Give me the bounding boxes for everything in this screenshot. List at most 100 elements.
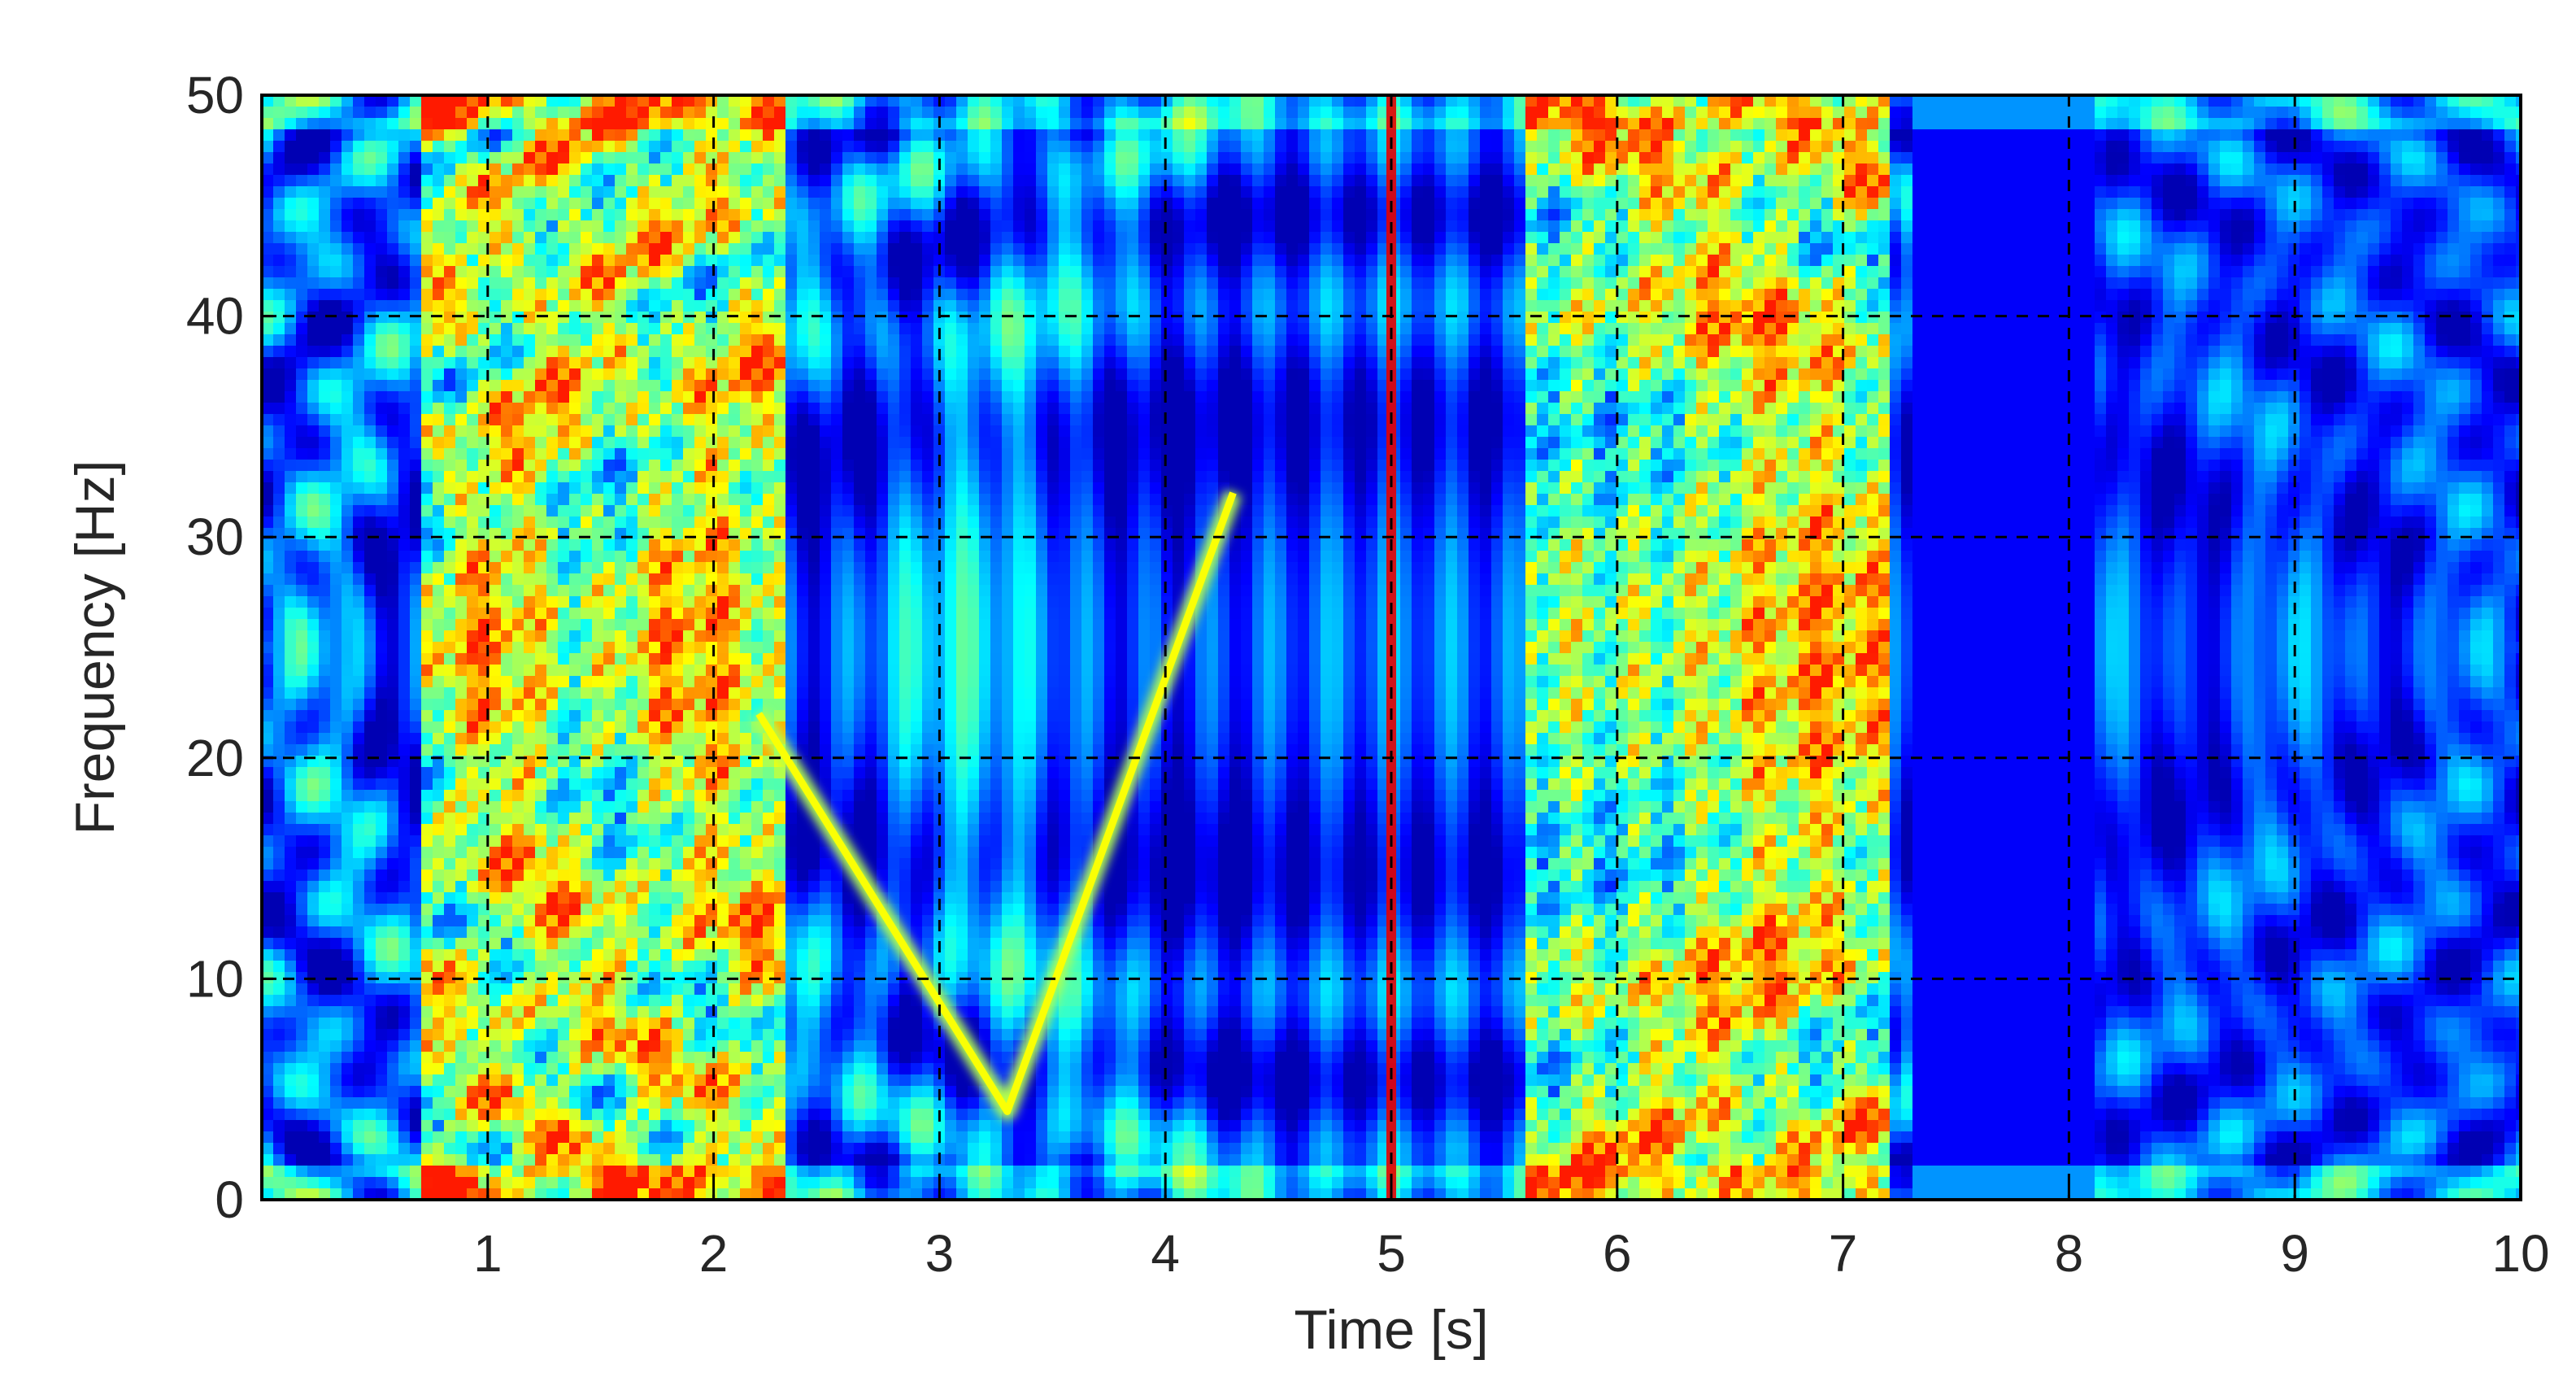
heatmap-cell: [1207, 198, 1219, 210]
heatmap-cell: [774, 209, 786, 221]
heatmap-cell: [660, 118, 672, 130]
heatmap-cell: [2459, 152, 2471, 164]
heatmap-cell: [2379, 152, 2391, 164]
heatmap-cell: [1673, 186, 1686, 198]
heatmap-cell: [706, 209, 718, 221]
heatmap-cell: [455, 152, 468, 164]
heatmap-cell: [2470, 186, 2482, 198]
heatmap-cell: [1685, 175, 1697, 187]
heatmap-cell: [945, 152, 957, 164]
heatmap-cell: [1377, 243, 1390, 255]
heatmap-cell: [1457, 266, 1469, 278]
heatmap-cell: [1229, 118, 1242, 130]
heatmap-cell: [1241, 118, 1253, 130]
heatmap-cell: [444, 255, 456, 267]
heatmap-cell: [2083, 312, 2095, 324]
heatmap-cell: [1286, 312, 1299, 324]
heatmap-cell: [1047, 323, 1060, 335]
heatmap-cell: [2197, 95, 2209, 107]
heatmap-cell: [1753, 107, 1765, 119]
heatmap-cell: [1924, 300, 1936, 312]
heatmap-cell: [1651, 300, 1663, 312]
heatmap-cell: [1992, 107, 2004, 119]
heatmap-cell: [1025, 175, 1037, 187]
heatmap-cell: [1582, 152, 1595, 164]
heatmap-cell: [1446, 334, 1458, 346]
heatmap-cell: [1730, 243, 1743, 255]
heatmap-cell: [1742, 323, 1754, 335]
heatmap-cell: [1138, 198, 1151, 210]
heatmap-cell: [444, 232, 456, 244]
heatmap-cell: [1469, 141, 1481, 153]
heatmap-cell: [410, 255, 422, 267]
heatmap-cell: [353, 266, 365, 278]
heatmap-cell: [877, 198, 889, 210]
heatmap-cell: [2106, 107, 2118, 119]
heatmap-cell: [842, 175, 855, 187]
heatmap-cell: [888, 209, 900, 221]
heatmap-cell: [2072, 334, 2084, 346]
heatmap-cell: [581, 220, 593, 233]
heatmap-cell: [729, 95, 741, 107]
heatmap-cell: [262, 186, 274, 198]
heatmap-cell: [1081, 300, 1094, 312]
heatmap-cell: [1366, 243, 1378, 255]
heatmap-cell: [1298, 266, 1310, 278]
heatmap-cell: [262, 141, 274, 153]
heatmap-cell: [467, 152, 479, 164]
heatmap-cell: [842, 198, 855, 210]
heatmap-cell: [569, 107, 581, 119]
heatmap-cell: [854, 300, 866, 312]
heatmap-cell: [1457, 186, 1469, 198]
heatmap-cell: [990, 232, 1003, 244]
heatmap-cell: [1161, 141, 1173, 153]
heatmap-cell: [319, 266, 331, 278]
heatmap-cell: [2208, 346, 2221, 358]
heatmap-cell: [2436, 152, 2448, 164]
heatmap-cell: [1423, 186, 1435, 198]
heatmap-cell: [2448, 220, 2460, 233]
heatmap-cell: [364, 357, 376, 369]
heatmap-cell: [1309, 118, 1321, 130]
heatmap-cell: [626, 175, 638, 187]
heatmap-cell: [877, 209, 889, 221]
heatmap-cell: [1241, 95, 1253, 107]
heatmap-cell: [1912, 175, 1925, 187]
heatmap-cell: [785, 198, 798, 210]
heatmap-cell: [1207, 289, 1219, 301]
heatmap-cell: [865, 118, 877, 130]
heatmap-cell: [1252, 346, 1264, 358]
heatmap-cell: [763, 152, 775, 164]
heatmap-cell: [2470, 141, 2482, 153]
heatmap-cell: [2413, 334, 2426, 346]
heatmap-cell: [831, 107, 843, 119]
heatmap-cell: [2345, 220, 2357, 233]
heatmap-cell: [569, 129, 581, 142]
heatmap-cell: [1127, 334, 1139, 346]
heatmap-cell: [763, 141, 775, 153]
heatmap-cell: [1469, 95, 1481, 107]
heatmap-cell: [2334, 346, 2346, 358]
heatmap-cell: [1890, 129, 1902, 142]
heatmap-cell: [1127, 323, 1139, 335]
heatmap-cell: [1469, 255, 1481, 267]
heatmap-cell: [467, 277, 479, 290]
heatmap-cell: [615, 346, 627, 358]
heatmap-cell: [1514, 209, 1526, 221]
heatmap-cell: [569, 368, 581, 381]
heatmap-cell: [512, 175, 524, 187]
heatmap-cell: [2368, 334, 2380, 346]
heatmap-cell: [751, 243, 764, 255]
heatmap-cell: [1400, 198, 1412, 210]
heatmap-cell: [1104, 346, 1116, 358]
heatmap-cell: [455, 277, 468, 290]
heatmap-cell: [1446, 163, 1458, 176]
heatmap-cell: [1571, 232, 1583, 244]
heatmap-cell: [945, 289, 957, 301]
heatmap-cell: [2448, 323, 2460, 335]
heatmap-cell: [2038, 277, 2050, 290]
heatmap-cell: [808, 243, 820, 255]
heatmap-cell: [683, 163, 695, 176]
heatmap-cell: [899, 209, 912, 221]
heatmap-cell: [1753, 255, 1765, 267]
